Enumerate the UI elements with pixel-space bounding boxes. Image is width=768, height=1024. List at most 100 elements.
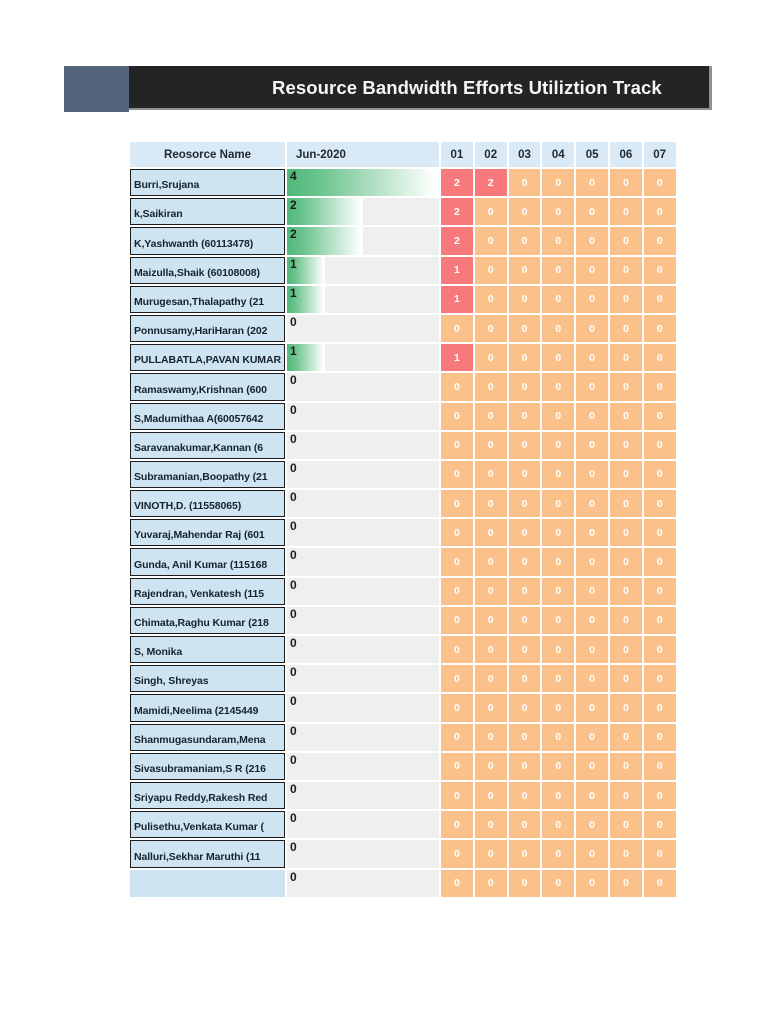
day-value-cell: 0 bbox=[576, 285, 608, 313]
day-value-cell: 0 bbox=[576, 548, 608, 576]
day-value-cell: 0 bbox=[609, 811, 642, 839]
day-value-cell: 0 bbox=[474, 490, 507, 518]
day-value-cell: 0 bbox=[474, 256, 507, 284]
day-value-cell: 0 bbox=[576, 869, 608, 897]
header-cell-day-05: 05 bbox=[576, 142, 608, 167]
day-value-cell: 0 bbox=[576, 694, 608, 722]
day-value-cell: 0 bbox=[609, 665, 642, 693]
day-value-cell: 0 bbox=[474, 811, 507, 839]
day-value-cell: 0 bbox=[576, 314, 608, 343]
total-value: 0 bbox=[290, 781, 297, 796]
day-value-cell: 0 bbox=[441, 577, 473, 605]
day-value-cell: 1 bbox=[441, 344, 473, 372]
day-value-cell: 0 bbox=[643, 548, 676, 576]
day-value-cell: 0 bbox=[609, 402, 642, 430]
resource-name-cell: Sriyapu Reddy,Rakesh Red bbox=[130, 781, 285, 810]
total-value: 2 bbox=[290, 198, 297, 213]
month-total-cell: 0 bbox=[287, 636, 439, 664]
month-total-cell: 0 bbox=[287, 606, 439, 634]
day-value-cell: 0 bbox=[441, 490, 473, 518]
day-value-cell: 0 bbox=[576, 752, 608, 780]
month-total-cell: 0 bbox=[287, 314, 439, 343]
month-total-cell: 0 bbox=[287, 431, 439, 459]
page-title: Resource Bandwidth Efforts Utiliztion Tr… bbox=[272, 77, 662, 98]
day-value-cell: 0 bbox=[576, 169, 608, 197]
header-cell-month: Jun-2020 bbox=[287, 142, 439, 167]
resource-name-cell: Subramanian,Boopathy (21 bbox=[130, 460, 285, 489]
total-value: 0 bbox=[290, 606, 297, 621]
day-value-cell: 0 bbox=[441, 373, 473, 401]
day-value-cell: 0 bbox=[576, 519, 608, 547]
day-value-cell: 0 bbox=[609, 723, 642, 751]
day-value-cell: 0 bbox=[542, 460, 575, 489]
resource-name-cell: Pulisethu,Venkata Kumar ( bbox=[130, 811, 285, 839]
day-value-cell: 0 bbox=[508, 198, 541, 226]
day-value-cell: 0 bbox=[474, 869, 507, 897]
day-value-cell: 0 bbox=[474, 781, 507, 810]
total-value: 1 bbox=[290, 344, 297, 359]
resource-name-cell: Murugesan,Thalapathy (21 bbox=[130, 285, 285, 313]
day-value-cell: 0 bbox=[441, 840, 473, 868]
day-value-cell: 0 bbox=[576, 723, 608, 751]
month-total-cell: 0 bbox=[287, 373, 439, 401]
resource-name-cell: Nalluri,Sekhar Maruthi (11 bbox=[130, 840, 285, 868]
day-value-cell: 0 bbox=[441, 665, 473, 693]
day-value-cell: 0 bbox=[576, 256, 608, 284]
day-value-cell: 0 bbox=[643, 519, 676, 547]
resource-name-cell: Shanmugasundaram,Mena bbox=[130, 723, 285, 751]
day-value-cell: 0 bbox=[576, 665, 608, 693]
total-value: 0 bbox=[290, 665, 297, 680]
day-value-cell: 0 bbox=[609, 519, 642, 547]
day-value-cell: 0 bbox=[643, 169, 676, 197]
resource-name-cell: Gunda, Anil Kumar (115168 bbox=[130, 548, 285, 576]
resource-name-cell: Singh, Shreyas bbox=[130, 665, 285, 693]
total-data-bar bbox=[287, 285, 325, 313]
day-value-cell: 0 bbox=[441, 431, 473, 459]
total-value: 0 bbox=[290, 840, 297, 855]
total-data-bar bbox=[287, 227, 363, 255]
day-value-cell: 1 bbox=[441, 285, 473, 313]
day-value-cell: 0 bbox=[474, 460, 507, 489]
total-data-bar bbox=[287, 256, 325, 284]
total-value: 0 bbox=[290, 869, 297, 884]
resource-name-cell: Sivasubramaniam,S R (216 bbox=[130, 752, 285, 780]
total-value: 0 bbox=[290, 723, 297, 738]
month-total-cell: 2 bbox=[287, 227, 439, 255]
month-total-cell: 0 bbox=[287, 781, 439, 810]
header-cell-resource-name: Reosorce Name bbox=[130, 142, 285, 167]
day-value-cell: 0 bbox=[508, 869, 541, 897]
day-value-cell: 0 bbox=[441, 519, 473, 547]
day-value-cell: 0 bbox=[643, 840, 676, 868]
day-value-cell: 0 bbox=[609, 694, 642, 722]
total-value: 2 bbox=[290, 227, 297, 242]
day-value-cell: 0 bbox=[508, 169, 541, 197]
day-value-cell: 0 bbox=[576, 811, 608, 839]
day-value-cell: 0 bbox=[474, 665, 507, 693]
day-value-cell: 0 bbox=[542, 490, 575, 518]
day-value-cell: 0 bbox=[542, 811, 575, 839]
title-bar: Resource Bandwidth Efforts Utiliztion Tr… bbox=[129, 66, 712, 110]
day-value-cell: 0 bbox=[542, 198, 575, 226]
month-total-cell: 0 bbox=[287, 548, 439, 576]
total-value: 0 bbox=[290, 577, 297, 592]
total-data-bar bbox=[287, 169, 439, 197]
month-total-cell: 0 bbox=[287, 840, 439, 868]
month-total-cell: 0 bbox=[287, 723, 439, 751]
day-value-cell: 0 bbox=[441, 869, 473, 897]
total-data-bar bbox=[287, 198, 363, 226]
day-value-cell: 0 bbox=[643, 402, 676, 430]
day-value-cell: 0 bbox=[474, 519, 507, 547]
total-value: 0 bbox=[290, 373, 297, 388]
day-value-cell: 0 bbox=[542, 665, 575, 693]
resource-name-cell: Ponnusamy,HariHaran (202 bbox=[130, 314, 285, 343]
day-value-cell: 0 bbox=[542, 781, 575, 810]
resource-name-cell: Yuvaraj,Mahendar Raj (601 bbox=[130, 519, 285, 547]
day-value-cell: 0 bbox=[542, 227, 575, 255]
day-value-cell: 0 bbox=[609, 490, 642, 518]
day-value-cell: 2 bbox=[441, 198, 473, 226]
month-total-cell: 0 bbox=[287, 402, 439, 430]
month-total-cell: 0 bbox=[287, 752, 439, 780]
day-value-cell: 0 bbox=[643, 373, 676, 401]
day-value-cell: 0 bbox=[474, 723, 507, 751]
